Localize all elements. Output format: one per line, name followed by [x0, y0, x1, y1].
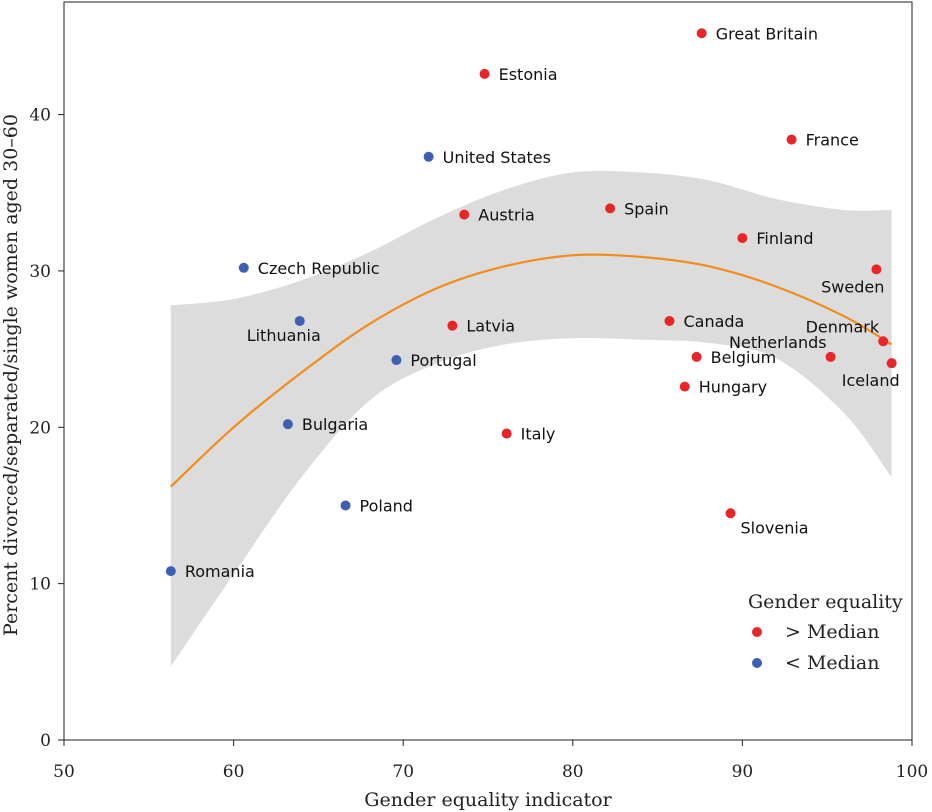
legend-label-above: > Median [785, 621, 879, 643]
point-label: France [806, 131, 859, 150]
data-point [479, 68, 490, 79]
point-label: Poland [360, 496, 413, 515]
point-label: Lithuania [247, 326, 321, 345]
point-label: Slovenia [741, 518, 809, 537]
axis-ticks-layer: 50 60 70 80 90 100 0 10 20 30 40 [29, 106, 928, 782]
point-label: Canada [683, 312, 744, 331]
data-point [691, 351, 702, 362]
x-tick-label: 100 [896, 762, 928, 782]
x-tick-label: 90 [732, 762, 754, 782]
data-point [786, 134, 797, 145]
x-axis-label: Gender equality indicator [364, 789, 612, 811]
y-tick-label: 10 [29, 575, 51, 595]
point-label: Latvia [466, 317, 515, 336]
point-label: Czech Republic [258, 259, 380, 278]
points-layer [165, 28, 897, 577]
point-label: Bulgaria [302, 415, 368, 434]
data-point [679, 381, 690, 392]
data-point [664, 315, 675, 326]
legend-label-below: < Median [785, 652, 879, 674]
data-point [447, 320, 458, 331]
data-point [878, 336, 889, 347]
point-label: Belgium [711, 348, 777, 367]
data-point [605, 203, 616, 214]
data-point [501, 428, 512, 439]
data-point [696, 28, 707, 39]
point-label: Finland [756, 229, 813, 248]
point-label: Hungary [699, 378, 767, 397]
point-label: Netherlands [729, 333, 827, 352]
x-tick-label: 80 [562, 762, 584, 782]
fit-curve [170, 253, 893, 488]
point-labels-layer: Great Britain Estonia France United States S… [185, 24, 900, 581]
point-label: Sweden [821, 277, 884, 296]
fit-curve-layer [170, 253, 893, 488]
y-tick-label: 0 [40, 731, 51, 751]
data-point [282, 419, 293, 430]
data-point [459, 209, 470, 220]
plot-frame [63, 1, 913, 741]
point-label: Portugal [410, 351, 476, 370]
x-tick-label: 60 [223, 762, 245, 782]
data-point [871, 264, 882, 275]
data-point [294, 315, 305, 326]
point-label: Great Britain [716, 24, 818, 43]
data-point [825, 351, 836, 362]
data-point [165, 566, 176, 577]
point-label: Austria [478, 206, 535, 225]
point-label: Romania [185, 562, 255, 581]
point-label: Denmark [806, 317, 880, 336]
confidence-band [170, 170, 892, 667]
data-point [725, 508, 736, 519]
point-label: Italy [521, 425, 556, 444]
y-tick-label: 20 [29, 418, 51, 438]
point-label: United States [443, 148, 551, 167]
data-point [340, 500, 351, 511]
data-point [737, 233, 748, 244]
y-axis-label: Percent divorced/separated/single women … [0, 114, 22, 636]
legend-marker-below [752, 658, 762, 668]
data-point [423, 151, 434, 162]
data-point [391, 355, 402, 366]
y-tick-label: 30 [29, 262, 51, 282]
x-tick-label: 50 [53, 762, 75, 782]
confidence-band-layer [170, 170, 892, 667]
point-label: Iceland [842, 371, 900, 390]
y-tick-label: 40 [29, 106, 51, 126]
legend-title: Gender equality [748, 591, 903, 613]
data-point [886, 358, 897, 369]
point-label: Spain [624, 199, 669, 218]
legend-marker-above [752, 627, 762, 637]
x-tick-label: 70 [392, 762, 414, 782]
point-label: Estonia [499, 65, 558, 84]
data-point [238, 262, 249, 273]
legend: Gender equality > Median < Median [748, 591, 903, 674]
